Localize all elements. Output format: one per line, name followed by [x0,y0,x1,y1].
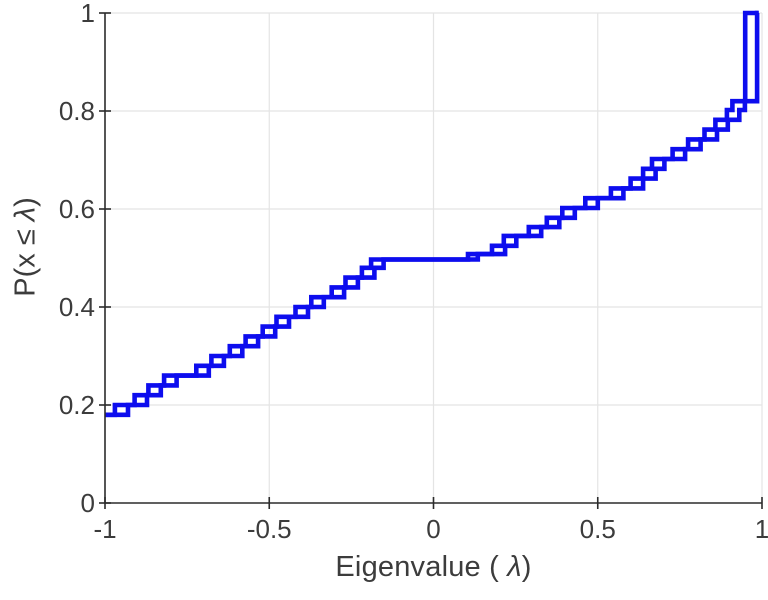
y-tick-label: 0.4 [59,292,95,322]
tick-labels: -1 -0.5 0 0.5 1 0 0.2 0.4 0.6 0.8 1 [59,0,768,544]
x-tick-label: -0.5 [247,514,292,544]
ecdf-step-series-1 [105,10,760,418]
x-axis-lambda: λ [507,551,522,583]
y-axis-label-text: P(x ≤ [9,221,42,297]
y-tick-label: 1 [81,0,95,28]
ecdf-step-series-0 [105,10,759,418]
x-tick-label: 1 [755,514,768,544]
y-tick-label: 0.6 [59,194,95,224]
y-tick-label: 0.8 [59,96,95,126]
y-tick-label: 0 [81,488,95,518]
y-axis-label-close: ) [9,197,42,207]
axes [99,12,763,509]
y-axis-label: P(x ≤ λ) [10,197,43,296]
x-tick-label: -1 [93,514,116,544]
x-axis-label-close: ) [521,551,532,583]
y-axis-lambda: λ [9,206,42,222]
gridlines [105,12,763,503]
y-tick-label: 0.2 [59,390,95,420]
x-axis-label-text: Eigenvalue ( [335,551,508,583]
x-tick-label: 0 [426,514,440,544]
x-tick-label: 0.5 [580,514,616,544]
x-axis-label: Eigenvalue ( λ) [105,551,762,584]
